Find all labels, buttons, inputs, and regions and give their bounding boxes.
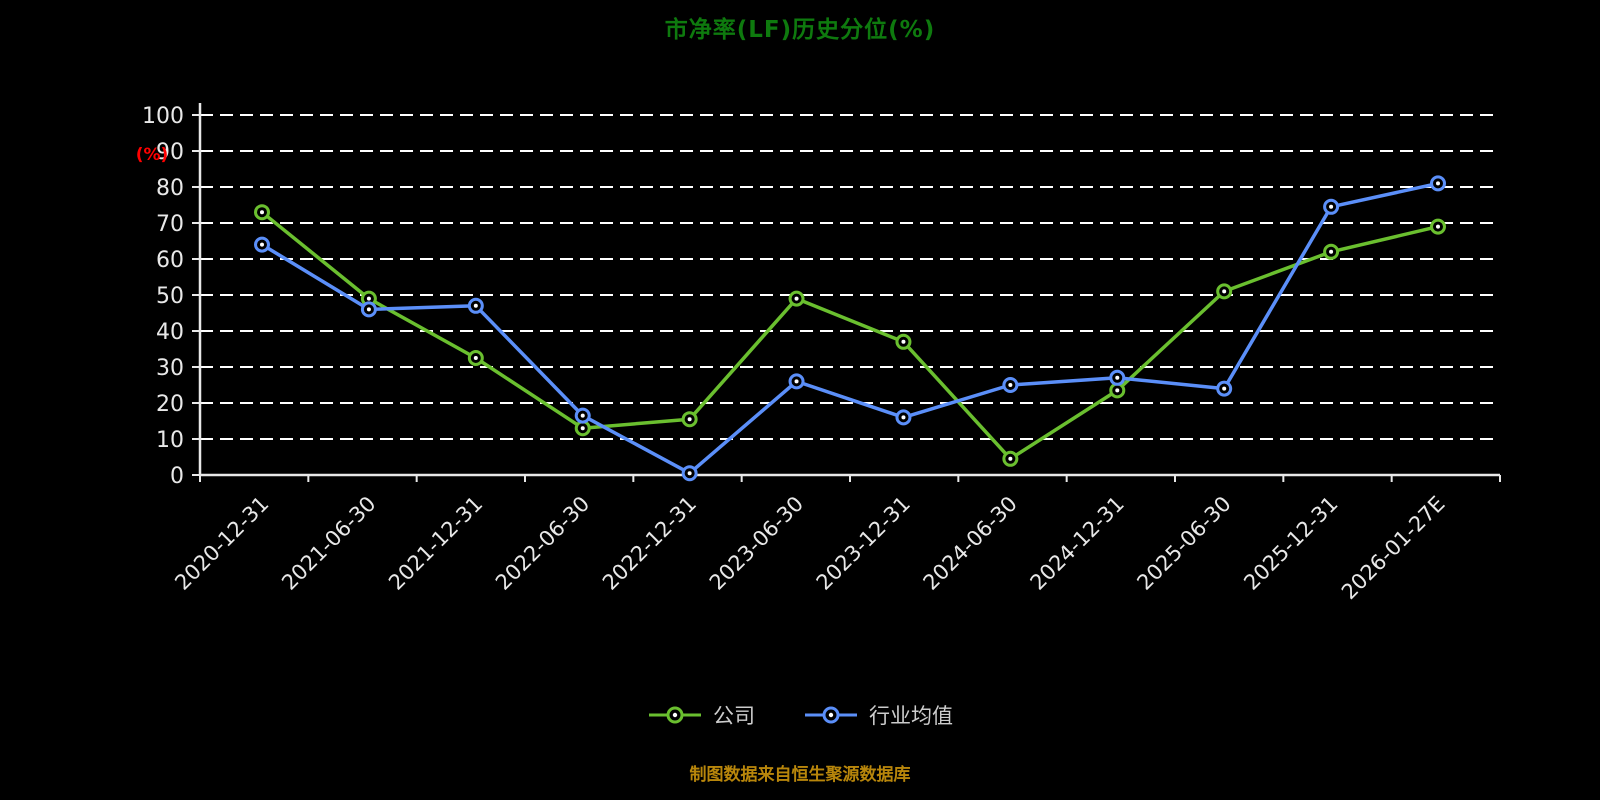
data-point-core — [473, 303, 478, 308]
legend-label-company: 公司 — [713, 704, 755, 728]
y-tick-label: 0 — [170, 464, 184, 489]
x-tick-label: 2025-12-31 — [1239, 492, 1342, 595]
data-point-core — [1008, 383, 1013, 387]
x-tick-label: 2026-01-27E — [1337, 492, 1450, 605]
x-tick-label: 2025-06-30 — [1132, 492, 1235, 595]
y-tick-label: 60 — [156, 248, 184, 273]
x-tick-label: 2022-06-30 — [491, 492, 594, 595]
data-point-core — [473, 356, 478, 360]
legend-item-company[interactable]: 公司 — [647, 700, 755, 730]
data-point-core — [687, 471, 692, 476]
y-tick-label: 10 — [156, 428, 184, 453]
legend-label-industry-average: 行业均值 — [869, 704, 953, 728]
series-line-0 — [260, 210, 1440, 461]
x-tick-label: 2023-12-31 — [812, 492, 915, 595]
legend-marker-industry-icon — [805, 706, 857, 724]
data-point-core — [901, 415, 906, 420]
x-tick-label: 2024-06-30 — [919, 492, 1022, 595]
data-point-core — [580, 413, 585, 418]
data-point-core — [1115, 388, 1120, 393]
legend-marker-company-icon — [649, 706, 701, 724]
y-tick-label: 50 — [156, 284, 184, 309]
data-point-core — [794, 379, 799, 384]
y-tick-label: 20 — [156, 392, 184, 417]
data-point-core — [1329, 204, 1334, 209]
series-line-1 — [260, 181, 1440, 475]
data-point-core — [366, 296, 371, 301]
data-point-core — [1115, 375, 1120, 380]
data-point-core — [1222, 386, 1227, 391]
data-point-core — [1436, 181, 1440, 186]
x-tick-label: 2022-12-31 — [598, 492, 701, 595]
data-point-core — [1222, 289, 1227, 294]
data-point-core — [366, 307, 371, 312]
data-point-core — [580, 426, 585, 431]
data-point-core — [260, 242, 264, 247]
y-tick-label: 30 — [156, 356, 184, 381]
y-tick-label: 70 — [156, 212, 184, 237]
data-point-core — [1436, 224, 1440, 229]
data-point-core — [1008, 456, 1013, 461]
data-source-caption: 制图数据来自恒生聚源数据库 — [689, 765, 911, 785]
x-tick-label: 2024-12-31 — [1026, 492, 1129, 595]
data-point-core — [687, 417, 692, 422]
data-point-core — [1329, 249, 1334, 254]
data-point-core — [794, 296, 799, 301]
y-tick-label: 90 — [156, 140, 184, 165]
x-tick-label: 2020-12-31 — [170, 492, 273, 595]
data-point-core — [901, 339, 906, 344]
x-tick-label: 2023-06-30 — [705, 492, 808, 595]
chart-title: 市净率(LF)历史分位(%) — [664, 17, 936, 43]
x-tick-label: 2021-06-30 — [277, 492, 380, 595]
x-tick-label: 2021-12-31 — [384, 492, 487, 595]
legend-item-industry-average[interactable]: 行业均值 — [803, 700, 953, 730]
chart-legend: 公司 行业均值 — [0, 700, 1600, 730]
y-axis-unit-label: (%) — [136, 145, 169, 165]
y-tick-label: 100 — [142, 104, 184, 129]
y-tick-label: 80 — [156, 176, 184, 201]
data-point-core — [260, 210, 264, 215]
y-tick-label: 40 — [156, 320, 184, 345]
